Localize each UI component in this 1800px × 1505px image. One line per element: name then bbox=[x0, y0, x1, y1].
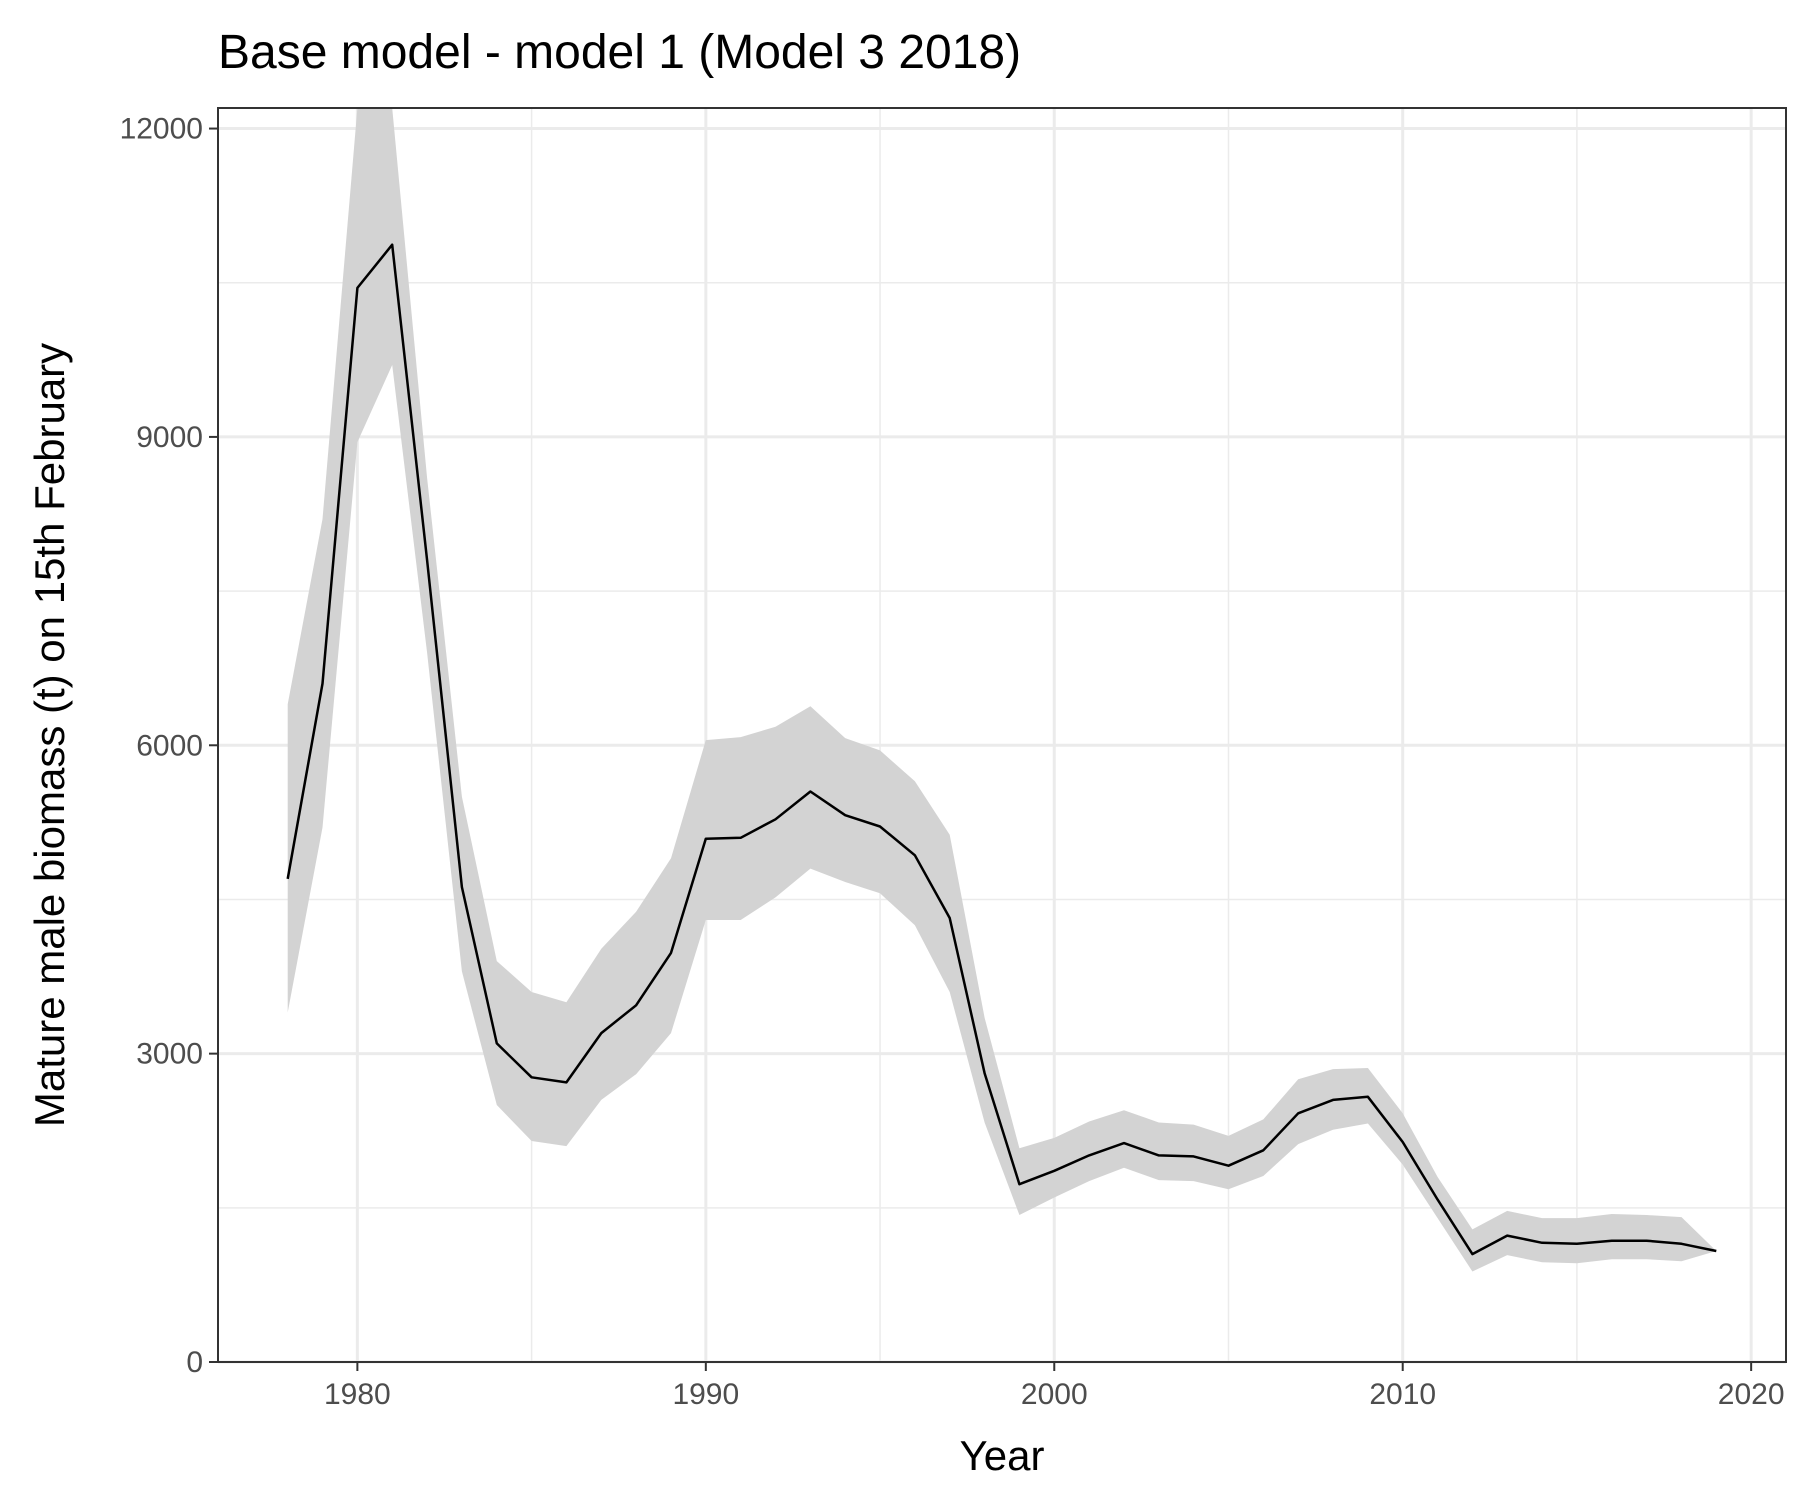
y-tick-label: 9000 bbox=[136, 421, 203, 454]
x-tick-label: 2020 bbox=[1718, 1378, 1785, 1411]
confidence-band bbox=[287, 108, 1717, 1272]
x-axis-title: Year bbox=[960, 1432, 1045, 1479]
x-tick-label: 1980 bbox=[324, 1378, 391, 1411]
y-tick-label: 6000 bbox=[136, 729, 203, 762]
y-tick-label: 3000 bbox=[136, 1038, 203, 1071]
y-tick-label: 0 bbox=[186, 1346, 203, 1379]
axis-layer: 1980 1990 2000 2010 2020 0 3000 6000 9000 12000 bbox=[120, 113, 1785, 1411]
y-axis-title: Mature male biomass (t) on 15th February bbox=[26, 343, 73, 1127]
panel-border bbox=[217, 107, 1787, 1363]
series-line-layer bbox=[286, 243, 1717, 1256]
x-tick-label: 2000 bbox=[1021, 1378, 1088, 1411]
confidence-band-layer bbox=[287, 108, 1717, 1272]
y-tick-label: 12000 bbox=[120, 113, 203, 146]
x-tick-label: 1990 bbox=[672, 1378, 739, 1411]
chart-title: Base model - model 1 (Model 3 2018) bbox=[218, 26, 1021, 79]
x-tick-label: 2010 bbox=[1369, 1378, 1436, 1411]
biomass-line bbox=[286, 243, 1717, 1256]
